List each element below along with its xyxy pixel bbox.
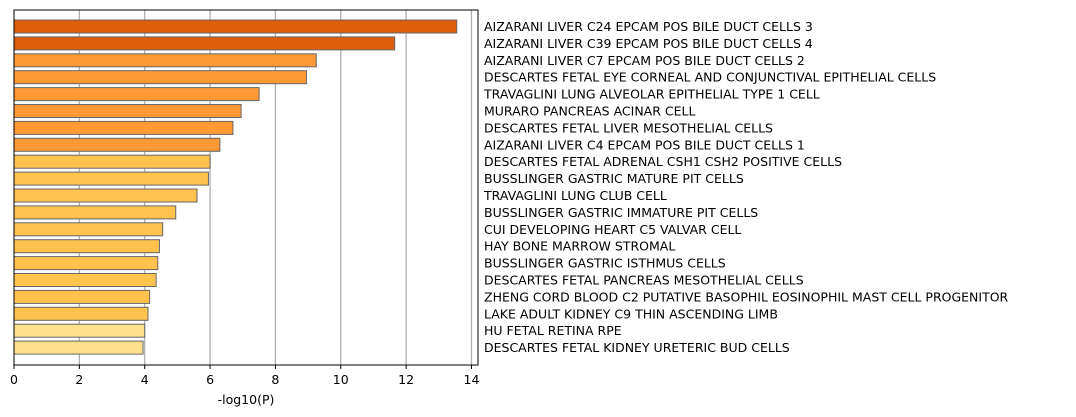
bar <box>13 36 396 51</box>
category-label: CUI DEVELOPING HEART C5 VALVAR CELL <box>484 222 741 237</box>
bar <box>13 256 159 271</box>
category-label: DESCARTES FETAL PANCREAS MESOTHELIAL CEL… <box>484 273 804 288</box>
category-label: BUSSLINGER GASTRIC MATURE PIT CELLS <box>484 171 744 186</box>
category-label: TRAVAGLINI LUNG ALVEOLAR EPITHELIAL TYPE… <box>483 87 820 102</box>
x-tick-label: 6 <box>206 372 214 387</box>
category-label: AIZARANI LIVER C39 EPCAM POS BILE DUCT C… <box>484 36 813 51</box>
bar <box>13 340 144 355</box>
category-label: MURARO PANCREAS ACINAR CELL <box>484 104 695 119</box>
bar <box>13 137 221 152</box>
category-label: BUSSLINGER GASTRIC IMMATURE PIT CELLS <box>484 205 758 220</box>
bar <box>13 171 209 186</box>
category-label: AIZARANI LIVER C24 EPCAM POS BILE DUCT C… <box>484 19 813 34</box>
bar <box>13 87 260 102</box>
grid-lines <box>78 10 473 365</box>
plot-frame <box>13 9 479 366</box>
category-label: ZHENG CORD BLOOD C2 PUTATIVE BASOPHIL EO… <box>484 289 1009 304</box>
bar <box>13 323 146 338</box>
category-labels: AIZARANI LIVER C24 EPCAM POS BILE DUCT C… <box>483 19 1009 355</box>
category-label: TRAVAGLINI LUNG CLUB CELL <box>483 188 667 203</box>
bar <box>13 120 234 135</box>
bar <box>13 70 307 85</box>
category-label: BUSSLINGER GASTRIC ISTHMUS CELLS <box>484 256 726 271</box>
x-tick-label: 14 <box>464 372 480 387</box>
bar <box>13 239 160 254</box>
x-tick-label: 8 <box>271 372 279 387</box>
x-tick-label: 10 <box>333 372 349 387</box>
category-label: DESCARTES FETAL EYE CORNEAL AND CONJUNCT… <box>484 70 936 85</box>
category-label: HAY BONE MARROW STROMAL <box>484 239 675 254</box>
x-tick-label: 4 <box>141 372 149 387</box>
bar <box>13 205 177 220</box>
category-label: LAKE ADULT KIDNEY C9 THIN ASCENDING LIMB <box>484 306 778 321</box>
bar <box>13 273 157 287</box>
bar <box>13 306 149 321</box>
bar <box>13 104 242 118</box>
x-tick-label: 2 <box>75 372 83 387</box>
bar <box>13 53 317 68</box>
category-label: AIZARANI LIVER C7 EPCAM POS BILE DUCT CE… <box>484 53 805 68</box>
bar <box>13 154 211 169</box>
category-label: DESCARTES FETAL ADRENAL CSH1 CSH2 POSITI… <box>484 154 842 169</box>
category-label: DESCARTES FETAL LIVER MESOTHELIAL CELLS <box>484 120 773 135</box>
x-tick-label: 12 <box>398 372 414 387</box>
bars <box>13 19 458 355</box>
category-label: DESCARTES FETAL KIDNEY URETERIC BUD CELL… <box>484 340 790 355</box>
x-axis-title: -log10(P) <box>218 392 275 407</box>
x-axis: 0 2 4 6 8 10 12 14 <box>10 365 479 387</box>
bar <box>13 289 151 304</box>
category-label: HU FETAL RETINA RPE <box>484 323 622 338</box>
bar <box>13 19 458 34</box>
category-label: AIZARANI LIVER C4 EPCAM POS BILE DUCT CE… <box>484 137 805 152</box>
bar <box>13 222 164 237</box>
bar <box>13 188 198 203</box>
x-tick-label: 0 <box>10 372 18 387</box>
